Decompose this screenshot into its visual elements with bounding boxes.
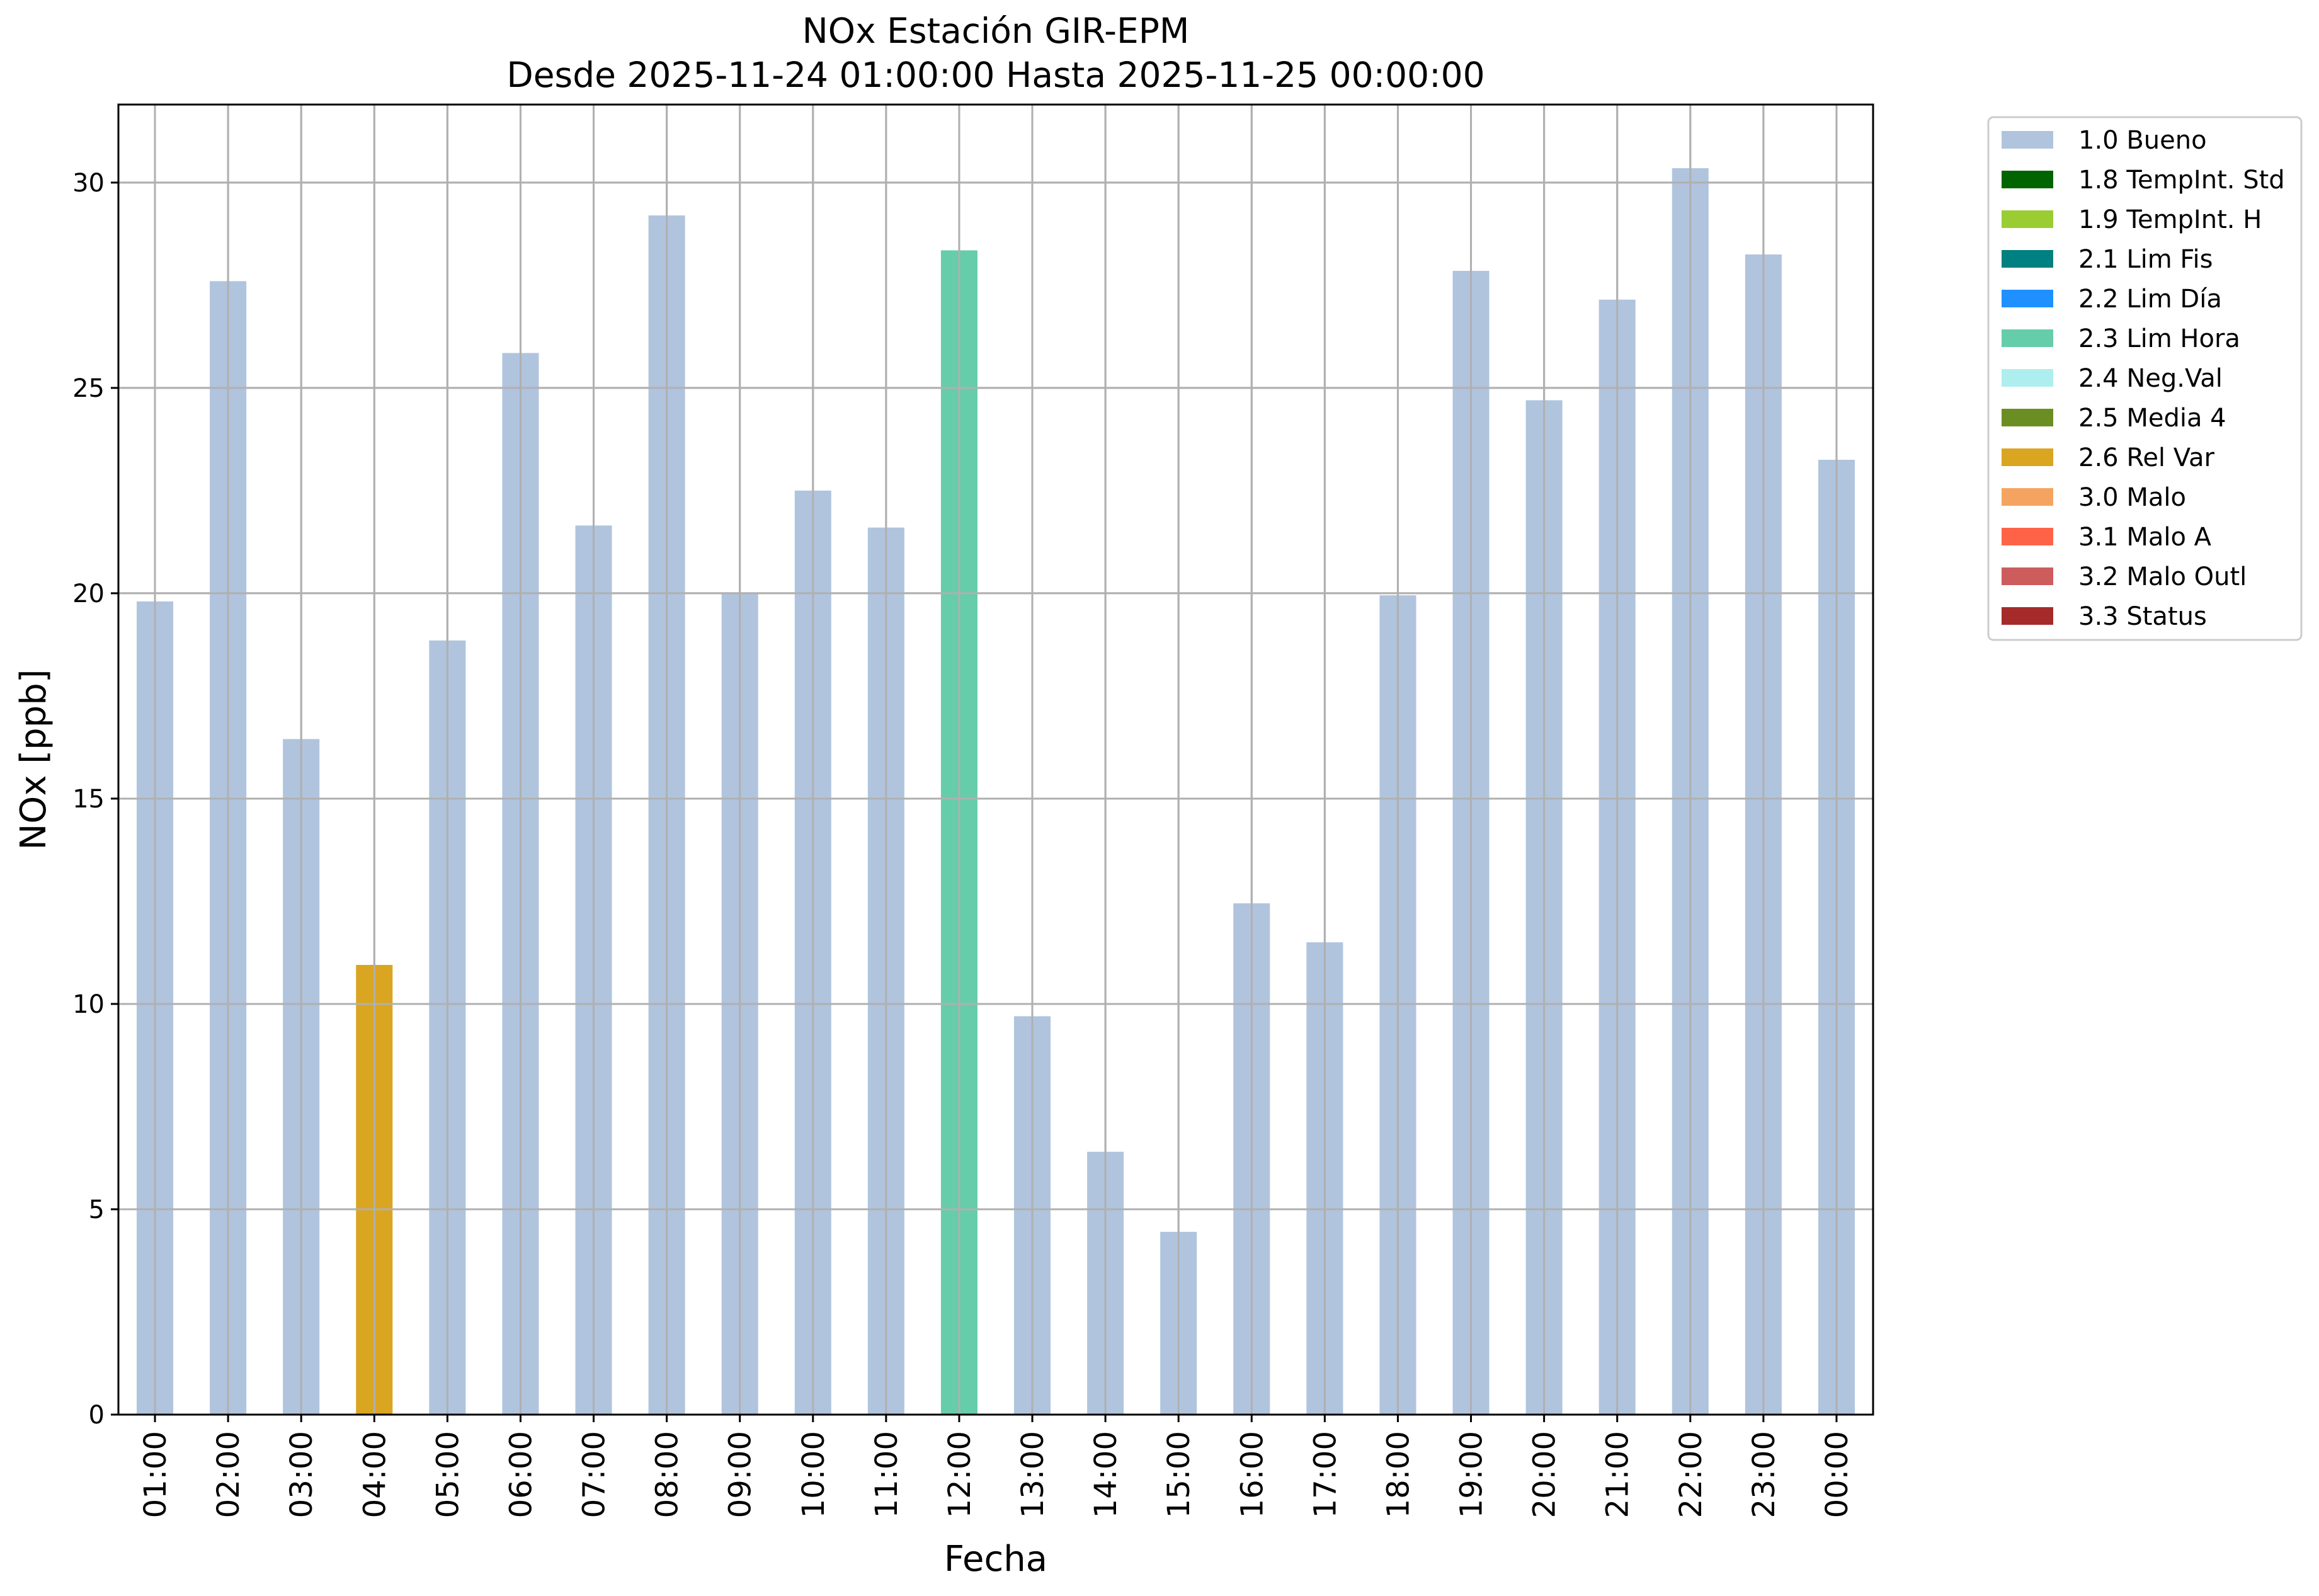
legend-label: 2.4 Neg.Val xyxy=(2078,364,2223,393)
legend-swatch xyxy=(2002,567,2053,585)
x-tick-label: 01:00 xyxy=(138,1431,173,1518)
x-tick-label: 09:00 xyxy=(723,1431,758,1518)
x-tick-label: 10:00 xyxy=(796,1431,831,1518)
legend-label: 2.5 Media 4 xyxy=(2078,404,2226,433)
legend-label: 2.2 Lim Día xyxy=(2078,285,2222,314)
y-axis-ticks: 0 5 10 15 20 25 30 xyxy=(72,169,118,1430)
legend-swatch xyxy=(2002,448,2053,466)
x-tick-label: 19:00 xyxy=(1454,1431,1490,1518)
legend-swatch xyxy=(2002,210,2053,228)
legend-swatch xyxy=(2002,329,2053,347)
y-tick-label: 15 xyxy=(72,785,105,814)
x-tick-label: 21:00 xyxy=(1600,1431,1636,1518)
chart-title-line1: NOx Estación GIR-EPM xyxy=(802,11,1190,51)
y-tick-label: 20 xyxy=(72,579,105,608)
x-tick-label: 06:00 xyxy=(503,1431,538,1518)
legend-swatch xyxy=(2002,607,2053,625)
legend-swatch xyxy=(2002,528,2053,545)
x-tick-label: 16:00 xyxy=(1234,1431,1270,1518)
x-tick-label: 15:00 xyxy=(1161,1431,1197,1518)
plot-frame xyxy=(117,103,1874,1416)
legend-label: 3.2 Malo Outl xyxy=(2078,562,2247,591)
y-axis-label: NOx [ppb] xyxy=(13,669,54,850)
x-tick-label: 04:00 xyxy=(357,1431,392,1518)
x-tick-label: 18:00 xyxy=(1381,1431,1416,1518)
x-tick-label: 17:00 xyxy=(1308,1431,1343,1518)
legend-swatch xyxy=(2002,369,2053,387)
y-tick-label: 10 xyxy=(72,990,105,1019)
legend: 1.0 Bueno 1.8 TempInt. Std 1.9 TempInt. H 2… xyxy=(1987,116,2303,641)
legend-label: 2.1 Lim Fis xyxy=(2078,245,2213,274)
y-tick-label: 30 xyxy=(72,169,105,198)
x-tick-label: 05:00 xyxy=(430,1431,465,1518)
x-tick-label: 07:00 xyxy=(577,1431,612,1518)
y-tick-label: 5 xyxy=(89,1195,105,1224)
x-tick-label: 22:00 xyxy=(1673,1431,1709,1518)
x-tick-label: 12:00 xyxy=(942,1431,977,1518)
legend-label: 1.9 TempInt. H xyxy=(2078,205,2262,234)
legend-label: 2.3 Lim Hora xyxy=(2078,324,2240,353)
x-axis-label: Fecha xyxy=(944,1539,1047,1580)
legend-frame xyxy=(1987,116,2303,641)
x-tick-label: 02:00 xyxy=(211,1431,246,1518)
legend-label: 2.6 Rel Var xyxy=(2078,443,2215,472)
bars xyxy=(118,105,1873,1416)
x-tick-label: 03:00 xyxy=(284,1431,319,1518)
legend-swatch xyxy=(2002,171,2053,188)
y-tick-label: 25 xyxy=(72,374,105,403)
legend-swatch xyxy=(2002,131,2053,149)
legend-label: 3.3 Status xyxy=(2078,602,2207,631)
x-tick-label: 23:00 xyxy=(1746,1431,1782,1518)
x-tick-label: 00:00 xyxy=(1820,1431,1855,1518)
x-tick-label: 13:00 xyxy=(1015,1431,1051,1518)
x-tick-label: 08:00 xyxy=(650,1431,685,1518)
legend-swatch xyxy=(2002,488,2053,506)
legend-label: 3.0 Malo xyxy=(2078,483,2186,512)
x-axis-ticks: 01:00 02:00 03:00 04:00 05:00 06:00 07:00 08:00… xyxy=(138,1415,1855,1518)
legend-label: 1.8 TempInt. Std xyxy=(2078,166,2285,195)
legend-swatch xyxy=(2002,409,2053,426)
x-tick-label: 11:00 xyxy=(869,1431,904,1518)
x-tick-label: 14:00 xyxy=(1088,1431,1124,1518)
y-tick-label: 0 xyxy=(89,1401,105,1430)
x-tick-label: 20:00 xyxy=(1527,1431,1563,1518)
legend-swatch xyxy=(2002,290,2053,307)
legend-swatch xyxy=(2002,250,2053,268)
legend-label: 3.1 Malo A xyxy=(2078,523,2212,552)
chart-title-line2: Desde 2025-11-24 01:00:00 Hasta 2025-11-… xyxy=(506,55,1484,95)
legend-label: 1.0 Bueno xyxy=(2078,126,2207,155)
